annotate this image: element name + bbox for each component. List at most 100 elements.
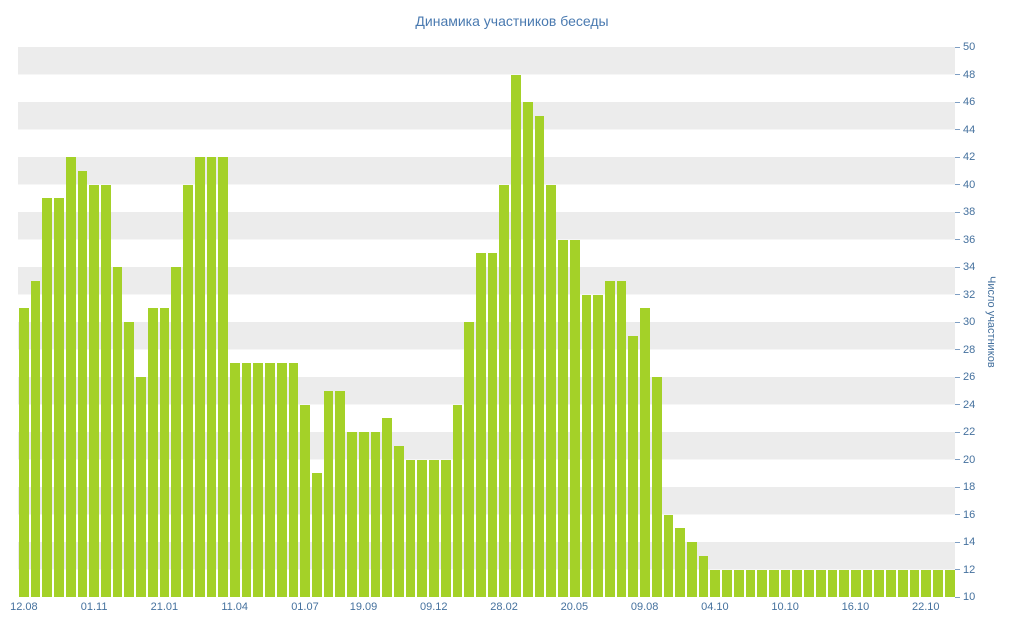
y-tick-label: 36: [963, 233, 976, 246]
bar: [54, 198, 64, 597]
bar: [440, 459, 451, 597]
y-tick-mark: [955, 239, 960, 240]
x-tick-label: 11.04: [221, 601, 249, 613]
y-tick-mark: [955, 569, 960, 570]
bar: [452, 404, 463, 597]
plot-area: [18, 47, 955, 597]
y-tick-mark: [955, 156, 960, 158]
x-tick-label: 09.12: [420, 601, 448, 613]
bar: [698, 555, 709, 597]
y-tick-mark: [955, 376, 960, 378]
y-tick-label: 32: [963, 288, 976, 301]
y-tick-mark: [955, 514, 960, 515]
bar: [276, 363, 287, 597]
y-tick-mark: [955, 349, 960, 350]
y-tick-mark: [955, 129, 960, 130]
bar: [112, 267, 123, 597]
bar: [42, 198, 53, 597]
bar: [733, 569, 744, 597]
y-tick-mark: [955, 431, 960, 433]
bar: [546, 184, 557, 597]
bar: [886, 569, 896, 597]
y-tick-mark: [955, 46, 960, 48]
bar: [651, 377, 662, 597]
bar: [499, 184, 510, 597]
bar: [722, 569, 732, 597]
bar: [183, 184, 193, 597]
bar: [511, 74, 521, 597]
bar: [370, 432, 381, 597]
y-tick-mark: [955, 294, 960, 295]
bars-container: [18, 47, 955, 597]
y-tick-mark: [955, 184, 960, 185]
bar: [780, 569, 791, 597]
y-tick-mark: [955, 211, 960, 213]
bar: [171, 267, 182, 597]
bar: [136, 377, 146, 597]
bar: [323, 390, 334, 597]
y-tick-label: 18: [963, 481, 976, 493]
bar: [815, 569, 826, 597]
x-tick-label: 01.11: [80, 601, 108, 613]
y-tick-label: 34: [963, 261, 976, 273]
bar: [487, 253, 498, 597]
bar: [921, 569, 932, 597]
bar: [30, 280, 41, 597]
bar: [522, 102, 533, 597]
y-tick-label: 20: [963, 453, 976, 466]
bar: [335, 390, 346, 597]
bar: [19, 308, 29, 597]
y-tick-label: 24: [963, 398, 976, 411]
bar: [65, 157, 76, 597]
bar: [628, 335, 639, 597]
y-tick-label: 40: [963, 178, 976, 191]
y-tick-label: 14: [963, 536, 976, 548]
bar: [405, 459, 416, 597]
chart-title: Динамика участников беседы: [415, 13, 609, 29]
bar: [89, 184, 100, 597]
x-tick-label: 04.10: [701, 601, 729, 613]
bar: [534, 115, 545, 597]
bar: [874, 569, 885, 597]
bar: [909, 569, 920, 597]
bar: [358, 432, 369, 597]
x-tick-label: 28.02: [490, 601, 518, 613]
y-tick-mark: [955, 486, 960, 488]
bar: [569, 239, 580, 597]
x-tick-label: 20.05: [560, 601, 589, 613]
y-tick-mark: [955, 404, 960, 405]
y-tick-mark: [955, 541, 960, 543]
bar: [300, 404, 310, 597]
y-tick-label: 38: [963, 206, 976, 218]
bar: [616, 280, 627, 597]
x-tick-label: 19.09: [349, 601, 378, 613]
bar: [194, 157, 205, 597]
bar: [640, 308, 650, 597]
y-axis-title: Число участников: [985, 276, 997, 368]
bar: [769, 569, 779, 597]
bar: [382, 418, 392, 597]
bar: [464, 322, 475, 597]
y-tick-label: 46: [963, 96, 976, 108]
bar: [593, 294, 603, 597]
y-tick-mark: [955, 74, 960, 75]
bar: [229, 363, 240, 597]
bar: [897, 569, 908, 597]
x-tick-label: 09.08: [630, 601, 659, 613]
y-tick-label: 50: [963, 41, 976, 53]
x-tick-label: 01.07: [291, 601, 319, 613]
x-tick-label: 22.10: [911, 601, 940, 613]
bar: [241, 363, 252, 597]
bar: [347, 432, 357, 597]
bar: [686, 542, 697, 597]
bar: [311, 473, 322, 597]
bar: [558, 239, 568, 597]
y-tick-label: 16: [963, 508, 976, 521]
y-tick-label: 26: [963, 371, 976, 383]
bar: [581, 294, 592, 597]
y-tick-label: 42: [963, 151, 976, 163]
bar: [101, 184, 111, 597]
bar: [159, 308, 170, 597]
y-tick-label: 48: [963, 68, 976, 81]
bar: [77, 170, 88, 597]
